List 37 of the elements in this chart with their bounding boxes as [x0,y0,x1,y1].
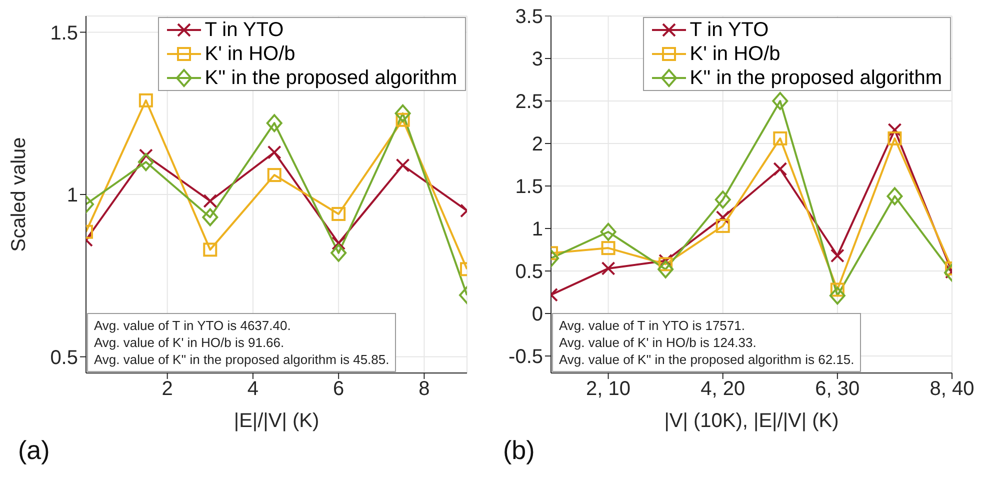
x-tick-label: 2, 10 [586,378,631,400]
x-tick-label: 8, 40 [930,378,974,400]
y-tick-label: 3.5 [515,6,543,28]
legend-label: T in YTO [204,18,284,42]
y-tick-label: 1 [532,218,543,241]
annotation: Avg. value of K'' in the proposed algorithm is 62.15. [559,351,854,368]
annotation: Avg. value of T in YTO is 17571. [559,317,746,334]
annotation: Avg. value of T in YTO is 4637.40. [94,317,292,334]
y-tick-label: 2 [532,134,543,156]
y-tick-label: 1.5 [50,22,78,44]
x-tick-label: 8 [418,378,430,400]
y-tick-label: 1.5 [515,176,543,198]
y-tick-label: 3 [532,48,543,71]
y-tick-label: 0.5 [50,346,78,369]
x-axis-title: |V| (10K), |E|/|V| (K) [664,410,839,432]
y-tick-label: 1 [66,184,78,207]
text: (b) [503,435,535,466]
y-tick-label: 0 [532,304,543,326]
annotation: Avg. value of K' in HO/b is 124.33. [559,334,758,351]
legend-label: K' in HO/b [690,42,780,66]
y-tick-label: 2.5 [515,91,543,114]
x-tick-label: 6 [333,378,344,400]
x-tick-label: 6, 30 [815,378,860,400]
y-axis-title: Scaled value [8,137,30,252]
annotation: Avg. value of K'' in the proposed algorithm is 45.85. [94,351,390,368]
legend-label: K' in HO/b [204,42,296,66]
y-tick-label: -0.5 [508,346,543,368]
legend-label: K'' in the proposed algorithm [690,66,942,90]
x-tick-label: 2 [162,378,173,400]
legend-label: T in YTO [690,18,769,42]
y-tick-label: 0.5 [515,261,543,284]
x-tick-label: 4 [247,378,259,400]
annotation: Avg. value of K' in HO/b is 91.66. [94,334,286,351]
legend-label: K'' in the proposed algorithm [204,66,457,90]
text: (a) [18,435,50,466]
x-tick-label: 4, 20 [700,378,746,400]
x-axis-title: |E|/|V| (K) [234,410,320,432]
